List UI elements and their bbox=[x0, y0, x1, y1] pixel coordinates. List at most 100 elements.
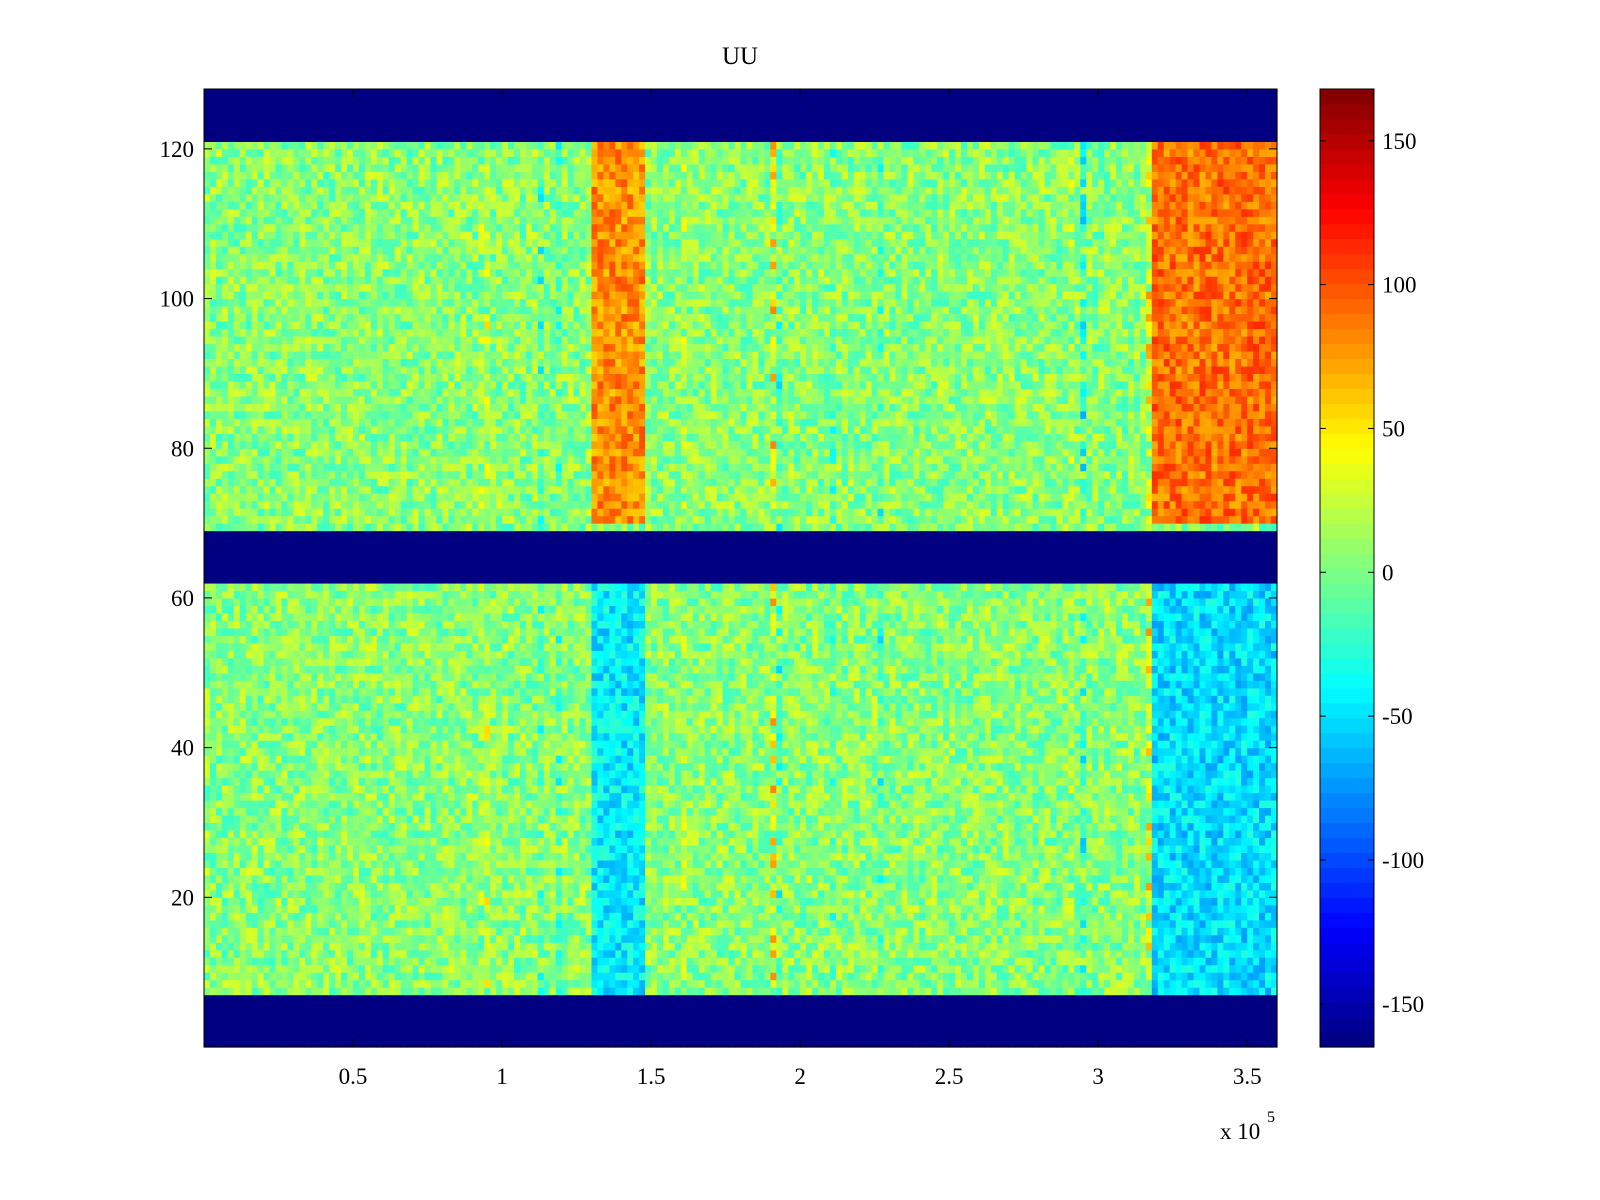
heatmap-cell bbox=[305, 845, 312, 853]
heatmap-cell bbox=[818, 845, 825, 853]
heatmap-cell bbox=[603, 920, 610, 928]
heatmap-cell bbox=[413, 965, 420, 973]
heatmap-cell bbox=[1188, 995, 1195, 1003]
heatmap-cell bbox=[574, 837, 581, 845]
heatmap-cell bbox=[252, 980, 259, 988]
heatmap-cell bbox=[311, 980, 318, 988]
heatmap-cell bbox=[514, 1025, 521, 1033]
heatmap-cell bbox=[854, 897, 861, 905]
heatmap-cell bbox=[687, 882, 694, 890]
heatmap-cell bbox=[782, 845, 789, 853]
heatmap-cell bbox=[204, 875, 211, 883]
heatmap-cell bbox=[544, 1025, 551, 1033]
heatmap-cell bbox=[723, 1017, 730, 1025]
heatmap-cell bbox=[669, 1032, 676, 1040]
heatmap-cell bbox=[1253, 845, 1260, 853]
heatmap-cell bbox=[1164, 1040, 1171, 1048]
heatmap-cell bbox=[735, 927, 742, 935]
heatmap-cell bbox=[460, 897, 467, 905]
heatmap-cell bbox=[752, 972, 759, 980]
heatmap-cell bbox=[431, 867, 438, 875]
heatmap-cell bbox=[1086, 1002, 1093, 1010]
heatmap-cell bbox=[508, 897, 515, 905]
heatmap-cell bbox=[1009, 837, 1016, 845]
heatmap-cell bbox=[752, 875, 759, 883]
heatmap-cell bbox=[812, 980, 819, 988]
heatmap-cell bbox=[985, 1040, 992, 1048]
heatmap-cell bbox=[281, 912, 288, 920]
heatmap-cell bbox=[1015, 867, 1022, 875]
heatmap-cell bbox=[943, 1017, 950, 1025]
heatmap-cell bbox=[615, 905, 622, 913]
heatmap-cell bbox=[1045, 867, 1052, 875]
heatmap-cell bbox=[436, 972, 443, 980]
heatmap-cell bbox=[901, 852, 908, 860]
heatmap-cell bbox=[931, 927, 938, 935]
heatmap-cell bbox=[746, 882, 753, 890]
heatmap-cell bbox=[1217, 1025, 1224, 1033]
heatmap-cell bbox=[436, 837, 443, 845]
heatmap-cell bbox=[657, 920, 664, 928]
heatmap-cell bbox=[854, 927, 861, 935]
heatmap-cell bbox=[931, 1040, 938, 1048]
heatmap-cell bbox=[556, 935, 563, 943]
heatmap-cell bbox=[556, 882, 563, 890]
heatmap-cell bbox=[1009, 1025, 1016, 1033]
heatmap-cell bbox=[746, 927, 753, 935]
heatmap-cell bbox=[383, 980, 390, 988]
heatmap-cell bbox=[818, 950, 825, 958]
heatmap-cell bbox=[794, 852, 801, 860]
heatmap-cell bbox=[204, 912, 211, 920]
heatmap-cell bbox=[252, 1010, 259, 1018]
heatmap-cell bbox=[353, 882, 360, 890]
heatmap-cell bbox=[675, 942, 682, 950]
heatmap-cell bbox=[1188, 1017, 1195, 1025]
heatmap-cell bbox=[1247, 1040, 1254, 1048]
heatmap-cell bbox=[836, 852, 843, 860]
heatmap-cell bbox=[890, 860, 897, 868]
heatmap-cell bbox=[371, 890, 378, 898]
heatmap-cell bbox=[925, 935, 932, 943]
heatmap-cell bbox=[568, 1040, 575, 1048]
heatmap-cell bbox=[639, 882, 646, 890]
heatmap-cell bbox=[526, 890, 533, 898]
heatmap-cell bbox=[216, 1017, 223, 1025]
heatmap-cell bbox=[210, 987, 217, 995]
heatmap-cell bbox=[341, 927, 348, 935]
heatmap-cell bbox=[1110, 965, 1117, 973]
heatmap-cell bbox=[705, 995, 712, 1003]
heatmap-cell bbox=[949, 987, 956, 995]
heatmap-cell bbox=[615, 995, 622, 1003]
heatmap-cell bbox=[287, 1002, 294, 1010]
heatmap-cell bbox=[1146, 1032, 1153, 1040]
heatmap-cell bbox=[1188, 1040, 1195, 1048]
heatmap-cell bbox=[347, 972, 354, 980]
heatmap-cell bbox=[389, 845, 396, 853]
heatmap-cell bbox=[353, 965, 360, 973]
heatmap-cell bbox=[508, 882, 515, 890]
heatmap-cell bbox=[299, 845, 306, 853]
heatmap-cell bbox=[1182, 1040, 1189, 1048]
heatmap-cell bbox=[1253, 957, 1260, 965]
heatmap-cell bbox=[860, 927, 867, 935]
heatmap-cell bbox=[621, 837, 628, 845]
heatmap-cell bbox=[1039, 920, 1046, 928]
heatmap-cell bbox=[1265, 957, 1272, 965]
heatmap-cell bbox=[985, 867, 992, 875]
heatmap-cell bbox=[818, 957, 825, 965]
heatmap-cell bbox=[1265, 875, 1272, 883]
heatmap-cell bbox=[508, 1040, 515, 1048]
heatmap-cell bbox=[866, 920, 873, 928]
heatmap-cell bbox=[1241, 860, 1248, 868]
heatmap-cell bbox=[228, 995, 235, 1003]
heatmap-cell bbox=[210, 1025, 217, 1033]
heatmap-cell bbox=[1027, 957, 1034, 965]
heatmap-cell bbox=[627, 972, 634, 980]
heatmap-cell bbox=[1182, 995, 1189, 1003]
heatmap-cell bbox=[1039, 972, 1046, 980]
heatmap-cell bbox=[258, 995, 265, 1003]
heatmap-cell bbox=[627, 867, 634, 875]
heatmap-cell bbox=[729, 987, 736, 995]
heatmap-cell bbox=[1140, 935, 1147, 943]
heatmap-cell bbox=[377, 972, 384, 980]
